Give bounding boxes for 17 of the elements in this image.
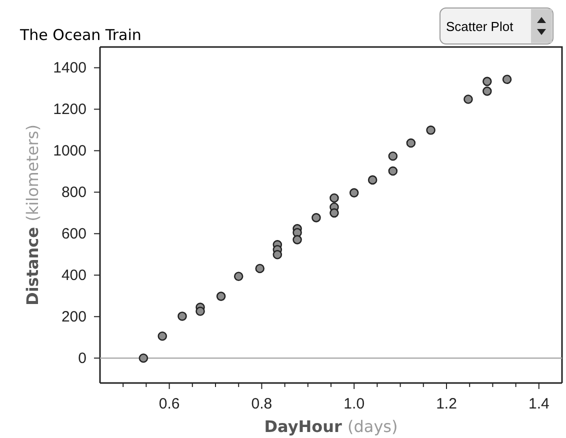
dropdown-button: Scatter Plot bbox=[440, 8, 554, 44]
x-tick-label: 1.4 bbox=[528, 396, 550, 412]
y-tick-label: 1200 bbox=[53, 101, 86, 118]
x-tick-label: 1.2 bbox=[436, 396, 457, 412]
y-tick-label: 0 bbox=[78, 350, 86, 367]
y-tick-label: 800 bbox=[61, 184, 86, 201]
y-tick-label: 400 bbox=[61, 266, 86, 284]
x-axis-title: DayHour (days) bbox=[264, 417, 398, 436]
x-tick-label: 0.8 bbox=[251, 396, 272, 412]
y-tick-label: 200 bbox=[61, 308, 86, 326]
y-tick-label: 600 bbox=[61, 225, 86, 242]
y-tick-label: 1400 bbox=[53, 60, 86, 77]
y-tick-label: 1000 bbox=[53, 142, 86, 160]
x-tick-label: 1.0 bbox=[344, 396, 365, 412]
x-tick-label: 0.6 bbox=[158, 396, 180, 412]
chart-title: The Ocean Train bbox=[19, 26, 142, 44]
y-axis-title: Distance (kilometers) bbox=[23, 124, 42, 306]
